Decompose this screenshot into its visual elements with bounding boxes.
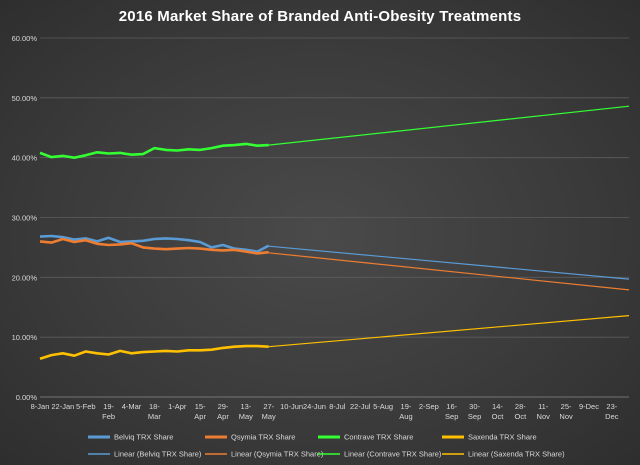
x-tick-label: 18-Mar: [148, 402, 161, 421]
legend-label: Linear (Belviq TRX Share): [114, 450, 202, 459]
legend-label: Belviq TRX Share: [114, 433, 173, 442]
y-tick-label: 0.00%: [16, 393, 38, 402]
x-tick-label: 14-Oct: [492, 402, 505, 421]
x-tick-label: 22-Jul: [350, 402, 371, 411]
x-tick-label: 24-Jun: [303, 402, 326, 411]
y-tick-label: 10.00%: [12, 333, 38, 342]
y-tick-label: 30.00%: [12, 214, 38, 223]
x-tick-label: 29-Apr: [217, 402, 229, 421]
x-tick-label: 28-Oct: [515, 402, 528, 421]
series-line: [39, 142, 269, 159]
y-tick-label: 40.00%: [12, 154, 38, 163]
x-tick-label: 19-Feb: [102, 402, 115, 421]
x-tick-label: 8-Jul: [329, 402, 346, 411]
x-tick-label: 15-Apr: [194, 402, 206, 421]
y-tick-label: 50.00%: [12, 94, 38, 103]
x-tick-label: 22-Jan: [51, 402, 74, 411]
legend-label: Contrave TRX Share: [344, 433, 413, 442]
x-tick-label: 25-Nov: [559, 402, 573, 421]
x-tick-label: 30-Sep: [468, 402, 481, 421]
trendline: [268, 252, 630, 291]
x-tick-label: 19-Aug: [399, 402, 412, 421]
series-line: [39, 344, 269, 360]
x-tick-label: 8-Jan: [31, 402, 50, 411]
series-line: [39, 237, 269, 255]
legend-label: Saxenda TRX Share: [468, 433, 537, 442]
x-tick-label: 5-Aug: [373, 402, 393, 411]
x-tick-label: 13-May: [239, 402, 253, 421]
x-tick-label: 9-Dec: [579, 402, 599, 411]
x-tick-label: 4-Mar: [122, 402, 142, 411]
legend-label: Linear (Contrave TRX Share): [344, 450, 442, 459]
trendline: [268, 105, 630, 146]
chart-title: 2016 Market Share of Branded Anti-Obesit…: [118, 8, 522, 25]
x-tick-label: 2-Sep: [419, 402, 439, 411]
x-tick-label: 11-Nov: [537, 402, 551, 421]
y-tick-label: 60.00%: [12, 34, 38, 43]
series-line: [39, 234, 270, 253]
legend-label: Qsymia TRX Share: [231, 433, 295, 442]
x-tick-label: 1-Apr: [168, 402, 187, 411]
x-tick-label: 23-Dec: [605, 402, 619, 421]
legend-label: Linear (Saxenda TRX Share): [468, 450, 565, 459]
legend-label: Linear (Qsymia TRX Share): [231, 450, 324, 459]
x-tick-label: 16-Sep: [445, 402, 458, 421]
x-tick-label: 5-Feb: [76, 402, 96, 411]
trendline: [268, 245, 630, 280]
trendline: [268, 315, 630, 348]
x-tick-label: 27-May: [262, 402, 276, 421]
y-tick-label: 20.00%: [12, 273, 38, 282]
x-tick-label: 10-Jun: [280, 402, 303, 411]
